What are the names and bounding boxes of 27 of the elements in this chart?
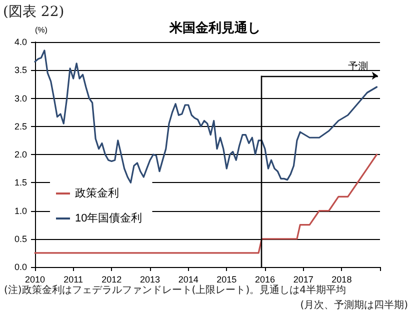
y-tick-label: 4.0 [14, 37, 27, 47]
y-tick-label: 3.0 [14, 93, 27, 104]
text: (図表 22) [3, 3, 64, 21]
x-tick-label: 2016 [254, 274, 275, 284]
text: (注)政策金利はフェデラルファンドレート(上限レート)。見通しは4半期平均 [4, 284, 346, 297]
x-tick-label: 2017 [293, 274, 314, 284]
y-tick-label: 1.5 [14, 178, 27, 188]
y-tick-label: 2.5 [14, 121, 27, 132]
legend-label: 政策金利 [75, 186, 119, 200]
y-tick-label: 1.0 [14, 206, 27, 216]
y-tick-label: 3.5 [14, 65, 27, 76]
x-tick-label: 2014 [178, 274, 198, 284]
x-tick-label: 2011 [64, 274, 83, 284]
line-series [34, 154, 378, 254]
chart-title: 米国金利見通し [168, 20, 260, 36]
x-tick-label: 2010 [24, 274, 46, 284]
y-tick-label: 0.0 [14, 262, 27, 272]
x-tick-label: 2018 [332, 274, 352, 284]
y-tick-label: 2.0 [14, 150, 27, 160]
y-tick-label: 0.5 [14, 234, 27, 244]
y-axis-title: (%) [35, 26, 48, 34]
text: (月次、予測期は四半期) [300, 298, 408, 312]
x-tick-label: 2015 [216, 274, 237, 284]
x-tick-label: 2013 [140, 274, 160, 284]
x-tick-label: 2012 [102, 274, 122, 284]
legend-label: 10年国債金利 [75, 212, 142, 224]
line-series [34, 50, 378, 184]
